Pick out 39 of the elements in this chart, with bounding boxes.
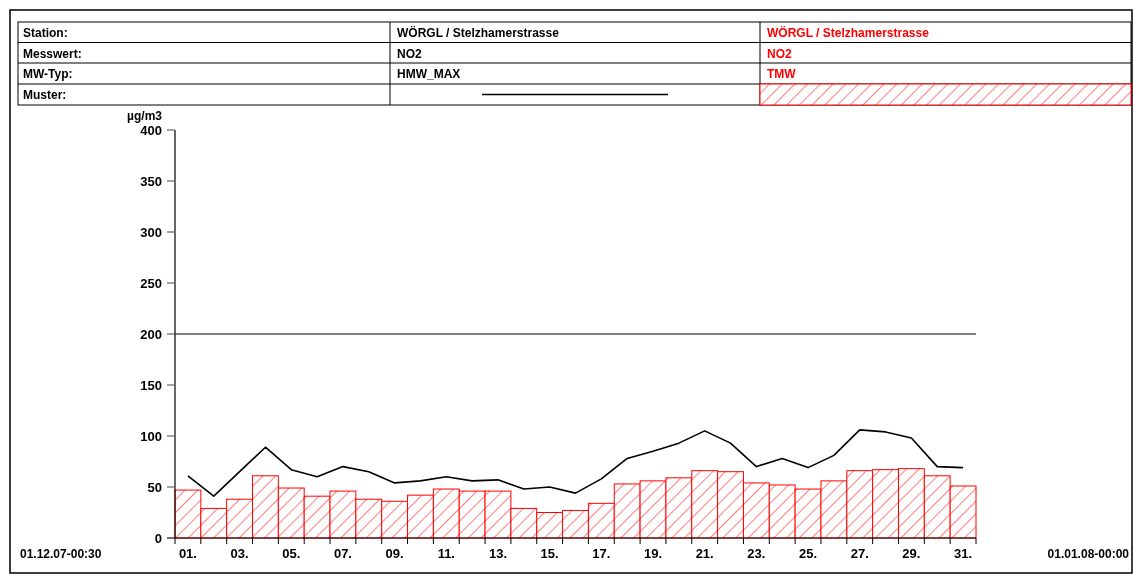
y-tick-label: 150 [140,377,162,393]
text: MW-Typ: [23,67,73,81]
x-tick-label: 01. [178,546,197,561]
text: WÖRGL / Stelzhamerstrasse [767,26,929,40]
x-tick-label: 07. [333,546,352,561]
x-tick-label: 23. [747,546,766,561]
y-tick-label: 200 [140,326,162,342]
x-tick-label: 27. [850,546,869,561]
text: TMW [767,67,797,81]
text: WÖRGL / Stelzhamerstrasse [397,25,560,40]
x-tick-label: 13. [488,546,508,561]
x-tick-label: 17. [592,546,611,561]
x-tick-label: 19. [643,546,663,561]
x-tick-label: 15. [540,546,559,561]
y-tick-label: 350 [140,173,162,189]
text: NO2 [767,46,792,61]
x-tick-label: 25. [799,546,818,561]
y-tick-label: 400 [140,122,162,138]
x-tick-label: 11. [437,546,455,561]
text: NO2 [397,46,422,61]
text: HMW_MAX [397,67,461,81]
x-tick-label: 31. [954,546,973,561]
y-tick-label: 100 [140,428,162,444]
text: Muster: [23,88,67,102]
text: 01.12.07-00:30 [20,547,102,561]
y-tick-label: 0 [154,530,162,546]
line-series [187,429,964,497]
text: Messwert: [23,46,82,61]
x-tick-label: 29. [902,546,921,561]
y-tick-label: 50 [147,479,162,495]
y-tick-label: 250 [140,275,162,291]
x-tick-label: 05. [282,546,301,561]
y-tick-label: 300 [140,224,162,240]
text: Station: [23,26,68,40]
y-axis-title: µg/m3 [127,109,163,123]
x-tick-label: 21. [695,546,714,561]
x-tick-label: 03. [230,546,249,561]
x-tick-label: 09. [385,546,404,561]
text: 01.01.08-00:00 [1047,547,1130,561]
